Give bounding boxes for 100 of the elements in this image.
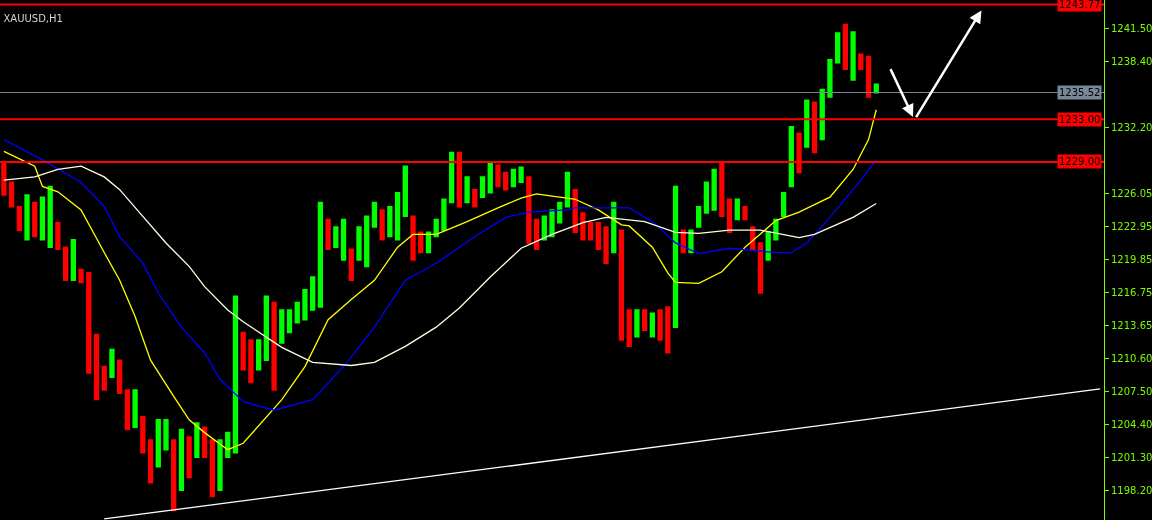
candlestick	[333, 226, 339, 248]
candlestick	[147, 439, 154, 484]
candlestick	[16, 205, 22, 231]
candlestick	[24, 194, 30, 241]
candlestick	[634, 309, 640, 338]
candlestick	[39, 196, 46, 241]
candlestick	[325, 218, 331, 251]
candlestick	[47, 185, 53, 248]
candlestick	[827, 58, 833, 98]
candlestick	[734, 198, 740, 221]
ref-line-label: 1243.77	[1059, 0, 1101, 10]
candlestick	[804, 99, 810, 148]
line-series	[3, 165, 877, 367]
candlestick	[248, 339, 254, 384]
y-tick-label: 1204.40	[1111, 418, 1152, 430]
candlestick	[132, 389, 138, 429]
candlestick	[302, 289, 308, 321]
candlestick	[55, 221, 61, 251]
candlestick	[155, 419, 161, 468]
candlestick	[294, 301, 300, 324]
candlestick	[86, 272, 92, 374]
candlestick	[286, 309, 293, 334]
candlestick	[410, 215, 416, 261]
candlestick	[394, 192, 401, 241]
ref-line-label: 1235.52	[1059, 87, 1101, 98]
candlestick	[657, 309, 663, 341]
y-tick-label: 1232.20	[1111, 122, 1152, 134]
y-tick-label: 1219.85	[1111, 253, 1152, 265]
candlestick	[387, 205, 393, 238]
candlestick	[448, 151, 455, 204]
y-tick-label: 1213.65	[1111, 320, 1152, 332]
y-tick-label: 1216.75	[1111, 287, 1152, 298]
candlestick	[472, 188, 478, 208]
candlestick	[503, 171, 509, 191]
y-tick-label: 1210.60	[1111, 352, 1152, 364]
candlestick	[356, 226, 362, 261]
candlestick	[618, 229, 625, 341]
candlestick	[78, 268, 84, 284]
candlestick	[587, 221, 594, 241]
candlestick	[371, 201, 378, 228]
candlestick	[642, 309, 648, 332]
line-series	[3, 138, 877, 411]
candlestick	[32, 201, 38, 238]
candlestick	[379, 209, 385, 241]
candlestick	[217, 439, 223, 491]
candlestick	[232, 295, 239, 454]
y-tick-label: 1226.05	[1111, 187, 1152, 199]
candlestick	[178, 428, 185, 491]
candlestick	[310, 276, 316, 311]
candlestick	[124, 389, 131, 431]
candlestick	[526, 176, 532, 244]
candlestick	[117, 359, 123, 394]
candlestick	[348, 248, 354, 281]
candlestick	[549, 209, 555, 238]
candlestick	[186, 436, 192, 479]
candlestick	[8, 181, 15, 208]
candlestick	[865, 55, 872, 98]
candlestick	[649, 312, 656, 338]
candlestick	[271, 301, 277, 391]
candlestick	[62, 246, 69, 281]
candlestick	[672, 185, 679, 328]
candlestick	[850, 31, 856, 81]
candlestick	[726, 198, 733, 234]
y-tick-label: 1222.95	[1111, 220, 1152, 232]
y-tick-label: 1198.20	[1111, 484, 1152, 496]
candlestick	[858, 53, 864, 71]
candlestick	[240, 331, 246, 371]
candlestick	[541, 215, 547, 241]
candlestick	[101, 365, 107, 391]
candlestick	[479, 176, 486, 198]
candlestick	[441, 198, 447, 231]
candlestick	[402, 165, 408, 218]
candlestick	[487, 162, 493, 194]
candlestick	[93, 333, 100, 401]
candlestick	[510, 168, 517, 188]
candlestick	[171, 439, 177, 512]
candlestick	[263, 295, 269, 361]
y-tick-label: 1207.50	[1111, 385, 1152, 397]
candlestick	[364, 215, 370, 268]
candlestick	[340, 218, 347, 261]
candlestick	[580, 212, 586, 241]
candlestick	[279, 309, 285, 344]
y-tick-label: 1241.50	[1111, 23, 1152, 35]
line-series	[3, 109, 877, 451]
candlestick	[209, 439, 215, 498]
candlestick	[464, 176, 470, 204]
ref-line-label: 1229.00	[1059, 156, 1101, 167]
candlestick	[835, 32, 841, 64]
candlestick	[109, 348, 115, 378]
candlestick	[70, 239, 76, 281]
candlestick	[595, 221, 601, 251]
candlestick	[742, 205, 748, 221]
candlestick	[696, 205, 702, 228]
candlestick	[163, 419, 169, 451]
candlestick	[711, 168, 717, 211]
candlestick	[788, 126, 794, 188]
candlestick	[317, 201, 324, 308]
candlestick	[140, 415, 146, 454]
candlestick	[703, 181, 710, 214]
candlestick	[518, 166, 524, 183]
